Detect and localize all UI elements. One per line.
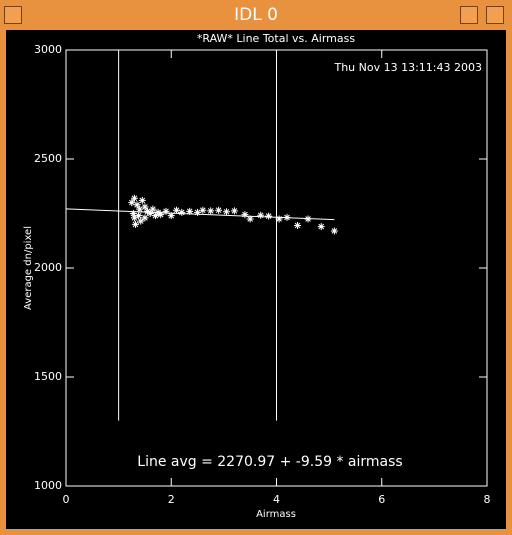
y-tick-label: 3000 (34, 43, 62, 56)
data-point (317, 223, 325, 231)
data-point (330, 227, 338, 235)
data-point (167, 212, 175, 220)
data-point (215, 206, 223, 214)
data-point (223, 208, 231, 216)
x-tick-label: 6 (378, 493, 385, 506)
data-point (230, 207, 238, 215)
data-point (141, 203, 149, 211)
chart-title: *RAW* Line Total vs. Airmass (197, 32, 355, 45)
minimize-button[interactable] (460, 6, 478, 24)
data-point (283, 213, 291, 221)
y-tick-label: 2000 (34, 261, 62, 274)
data-point (178, 208, 186, 216)
data-point (141, 214, 149, 222)
data-point (257, 211, 265, 219)
data-point (133, 201, 141, 209)
data-point (194, 208, 202, 216)
data-point (129, 210, 137, 217)
data-point (186, 207, 194, 215)
window-title: IDL 0 (234, 5, 278, 25)
data-point (265, 212, 273, 220)
data-point (136, 205, 144, 213)
data-point (162, 207, 170, 215)
data-point (135, 212, 143, 220)
data-point (128, 199, 136, 207)
date-annotation: Thu Nov 13 13:11:43 2003 (333, 61, 482, 74)
data-point (131, 220, 139, 228)
data-point (173, 206, 181, 214)
y-tick-label: 1500 (34, 370, 62, 383)
data-point (294, 221, 302, 229)
x-tick-label: 0 (63, 493, 70, 506)
data-point (275, 215, 283, 223)
maximize-button[interactable] (486, 6, 504, 24)
y-tick-label: 1000 (34, 479, 62, 492)
plot-background (6, 30, 506, 529)
data-point (151, 212, 159, 220)
window-menu-button[interactable] (4, 6, 22, 24)
title-bar: IDL 0 (0, 0, 512, 30)
data-point (149, 205, 157, 213)
chart: *RAW* Line Total vs. Airmass Thu Nov 13 … (6, 30, 506, 529)
x-axis-label: Airmass (256, 509, 296, 520)
data-point (157, 211, 165, 219)
x-tick-label: 8 (484, 493, 491, 506)
x-tick-label: 4 (273, 493, 280, 506)
data-point (138, 196, 146, 204)
data-point (130, 214, 138, 222)
y-axis-label: Average dn/pixel (23, 226, 34, 310)
y-tick-label: 2500 (34, 152, 62, 165)
x-tick-label: 2 (168, 493, 175, 506)
data-point (246, 215, 254, 223)
data-point (241, 211, 249, 219)
fit-annotation: Line avg = 2270.97 + -9.59 * airmass (137, 454, 402, 470)
data-point (137, 217, 145, 225)
data-point (199, 206, 207, 214)
data-point (146, 210, 154, 217)
data-point (130, 194, 138, 202)
data-point (304, 215, 312, 223)
data-point (207, 207, 215, 215)
